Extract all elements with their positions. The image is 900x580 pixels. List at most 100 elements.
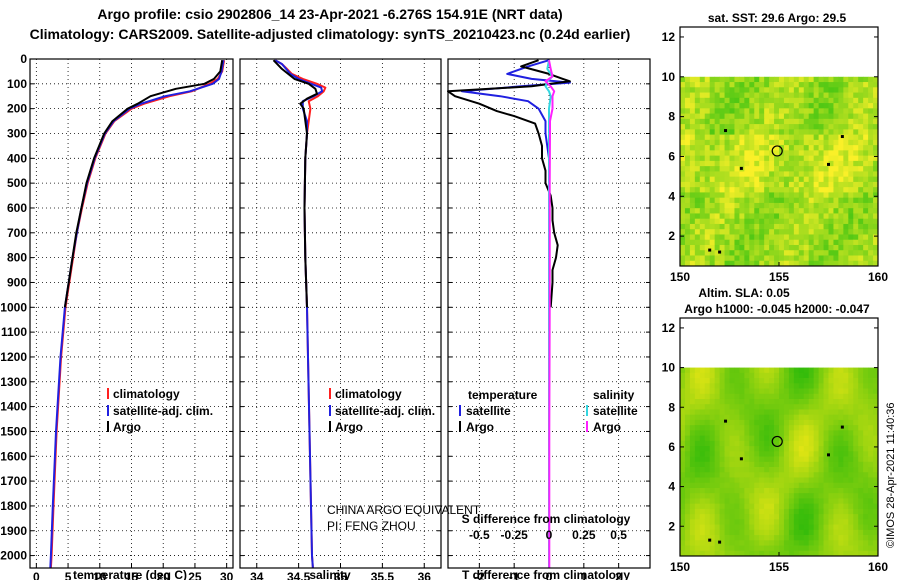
heatmap-cell [828,145,834,151]
heatmap-cell [739,372,745,379]
heatmap-cell [680,82,686,88]
heatmap-cell [704,461,711,468]
heatmap-cell [680,367,686,374]
heatmap-cell [729,477,735,484]
heatmap-cell [848,425,854,431]
heatmap-cell [818,414,824,421]
heatmap-cell [704,451,711,457]
heatmap-cell [848,388,854,395]
heatmap-cell [863,503,869,510]
heatmap-cell [863,472,869,478]
heatmap-cell [828,477,834,484]
heatmap-cell [798,97,805,104]
heatmap-cell [724,124,730,130]
heatmap-cell [724,540,730,546]
heatmap-cell [689,160,696,167]
heatmap-cell [808,414,815,421]
heatmap-cell [873,524,879,531]
heatmap-cell [694,176,701,183]
heatmap-cell [858,435,864,442]
heatmap-cell [744,430,750,437]
heatmap-cell [709,467,716,473]
heatmap-cell [803,82,810,88]
heatmap-cell [764,393,770,400]
heatmap-cell [798,166,805,172]
heatmap-cell [764,113,770,120]
heatmap-cell [684,393,691,400]
heatmap-cell [858,229,864,235]
heatmap-cell [843,239,849,246]
heatmap-cell [798,367,805,374]
heatmap-cell [739,234,745,241]
depth-tick-label: 0 [20,52,27,66]
heatmap-cell [838,155,844,162]
heatmap-cell [719,398,725,405]
heatmap-cell [739,388,745,395]
heatmap-cell [783,414,790,421]
heatmap-cell [873,166,879,172]
heatmap-cell [680,503,686,510]
heatmap-cell [808,378,815,384]
heatmap-cell [858,171,864,178]
heatmap-cell [684,108,691,114]
heatmap-cell [680,181,686,188]
heatmap-cell [779,202,785,209]
heatmap-cell [788,260,795,267]
heatmap-cell [823,383,829,389]
legend-label-argo: Argo [335,420,363,434]
heatmap-cell [818,440,824,447]
heatmap-cell [739,255,745,262]
heatmap-cell [734,414,740,421]
heatmap-cell [699,503,706,510]
heatmap-cell [803,508,810,515]
heatmap-cell [699,545,706,552]
heatmap-cell [868,524,874,531]
heatmap-cell [680,540,686,546]
heatmap-cell [788,440,795,447]
x-tick-label: 35 [334,570,348,580]
heatmap-cell [808,113,815,120]
heatmap-cell [853,160,859,167]
heatmap-cell [719,108,725,114]
heatmap-cell [704,393,711,400]
heatmap-cell [868,234,874,241]
heatmap-cell [694,87,701,93]
heatmap-cell [754,419,760,426]
heatmap-cell [769,87,775,93]
heatmap-cell [754,388,760,395]
heatmap-cell [680,87,686,93]
heatmap-cell [709,503,716,510]
heatmap-cell [783,181,790,188]
heatmap-cell [709,244,716,251]
heatmap-cell [823,202,829,209]
heatmap-cell [719,213,725,220]
heatmap-cell [853,124,859,130]
heatmap-cell [734,192,740,199]
heatmap-cell [739,145,745,151]
heatmap-cell [863,425,869,431]
heatmap-cell [863,166,869,172]
heatmap-cell [848,87,854,93]
map-x-tick-label: 155 [769,270,789,284]
heatmap-cell [754,508,760,515]
heatmap-cell [798,113,805,120]
heatmap-cell [764,514,770,520]
heatmap-cell [774,414,780,421]
heatmap-cell [729,493,735,499]
heatmap-cell [868,202,874,209]
heatmap-cell [783,166,790,172]
heatmap-cell [709,508,716,515]
heatmap-cell [680,250,686,256]
depth-tick-label: 300 [7,126,27,140]
heatmap-cell [838,398,844,405]
heatmap-cell [714,197,720,204]
heatmap-cell [699,482,706,489]
heatmap-cell [769,76,775,83]
heatmap-cell [803,467,810,473]
heatmap-cell [779,234,785,241]
heatmap-cell [853,540,859,546]
heatmap-cell [724,103,730,109]
heatmap-cell [828,181,834,188]
heatmap-cell [818,166,824,172]
heatmap-cell [769,166,775,172]
